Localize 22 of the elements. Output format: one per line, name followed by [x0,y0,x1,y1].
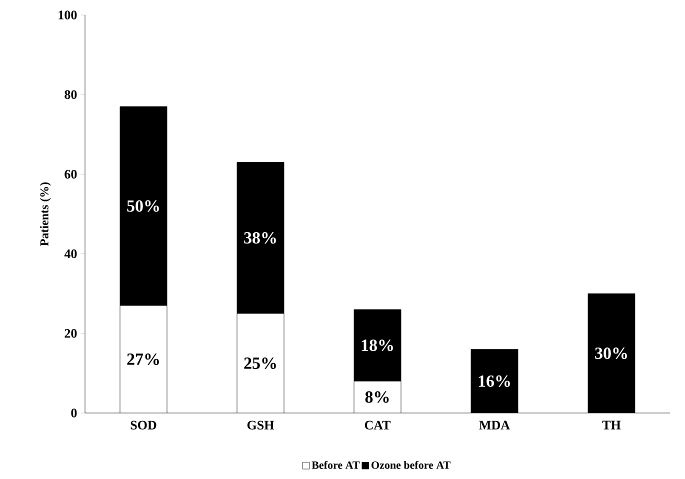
legend-label: Before AT [312,460,360,469]
data-label: 25% [244,357,276,370]
x-tick-label: CAT [364,420,391,430]
data-label: 30% [595,348,627,360]
data-label: 8% [365,391,389,403]
x-tick-label: GSH [247,420,274,430]
data-label: 18% [362,340,393,352]
x-tick-label: TH [602,420,621,430]
x-tick-label: MDA [479,420,510,430]
y-tick-label: 0 [71,408,77,418]
x-tick-label: SOD [130,420,156,430]
y-tick-label: 20 [64,329,77,338]
data-label: 50% [127,200,159,212]
y-axis-title: Patients (%) [40,182,51,246]
data-label: 27% [127,354,159,366]
data-label: 16% [478,375,510,387]
legend-label: Ozone before AT [372,460,450,469]
y-tick-label: 80 [64,90,77,99]
y-tick-label: 40 [64,249,77,258]
y-tick-label: 60 [64,170,77,179]
data-label: 38% [244,232,276,244]
y-tick-label: 100 [58,10,77,20]
